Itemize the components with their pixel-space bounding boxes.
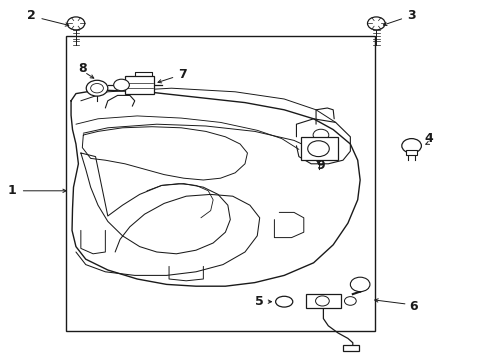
Ellipse shape	[275, 296, 293, 307]
Circle shape	[91, 84, 103, 93]
Circle shape	[368, 17, 385, 30]
Circle shape	[308, 141, 329, 157]
Bar	[406, 150, 417, 155]
Circle shape	[86, 80, 108, 96]
Text: 3: 3	[407, 9, 416, 22]
Circle shape	[344, 297, 356, 305]
Bar	[301, 137, 338, 160]
Text: 8: 8	[78, 62, 87, 75]
Circle shape	[316, 296, 329, 306]
Bar	[306, 294, 341, 308]
Circle shape	[350, 277, 370, 292]
Text: 5: 5	[255, 295, 264, 308]
Text: 2: 2	[27, 9, 36, 22]
Circle shape	[114, 79, 129, 91]
Text: 4: 4	[424, 132, 433, 145]
Text: 1: 1	[8, 184, 17, 197]
Text: 7: 7	[178, 68, 187, 81]
Circle shape	[402, 139, 421, 153]
Bar	[125, 76, 154, 94]
Circle shape	[67, 17, 85, 30]
Text: 9: 9	[317, 159, 325, 172]
Text: 6: 6	[410, 300, 418, 312]
Circle shape	[313, 129, 329, 141]
Bar	[343, 345, 359, 351]
Bar	[66, 36, 375, 331]
